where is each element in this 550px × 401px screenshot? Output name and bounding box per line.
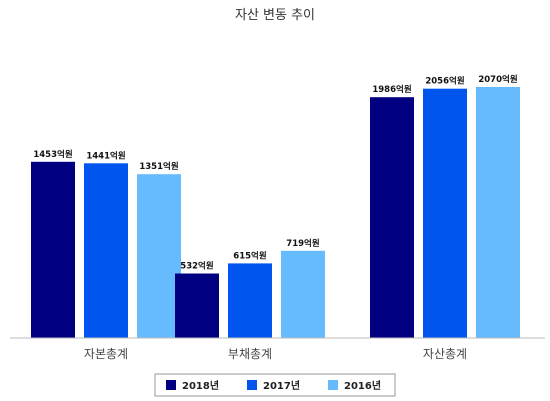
data-label-group: 1453억원 1441억원 1351억원 532억원 615억원 719억원 1986억원 2… [33, 74, 517, 272]
legend-swatch-2 [247, 380, 257, 390]
bar-3-2 [423, 88, 467, 338]
bar-3-1 [370, 97, 414, 338]
data-label-3-2: 2056억원 [425, 76, 464, 87]
legend-swatch-1 [166, 380, 176, 390]
bar-2-1 [175, 273, 219, 338]
bar-1-2 [84, 163, 128, 338]
legend: 2018년 2017년 2016년 [166, 379, 381, 392]
data-label-3-3: 2070억원 [478, 74, 517, 85]
legend-label-3: 2016년 [344, 379, 381, 392]
bar-1-1 [31, 161, 75, 338]
legend-label-2: 2017년 [263, 379, 300, 392]
category-label-3: 자산총계 [423, 347, 467, 361]
legend-label-1: 2018년 [182, 379, 219, 392]
bar-2-2 [228, 263, 272, 338]
category-label-1: 자본총계 [84, 347, 128, 361]
data-label-1-3: 1351억원 [139, 161, 178, 172]
category-label-group: 자본총계 부채총계 자산총계 [84, 347, 467, 361]
bar-group [31, 87, 520, 338]
bar-3-3 [476, 87, 520, 338]
bar-1-3 [137, 174, 181, 338]
category-label-2: 부채총계 [228, 347, 272, 361]
bar-2-3 [281, 250, 325, 338]
data-label-2-1: 532억원 [180, 261, 214, 272]
legend-box [154, 373, 396, 397]
legend-swatch-3 [328, 380, 338, 390]
data-label-2-2: 615억원 [233, 250, 267, 261]
chart-title: 자산 변동 추이 [235, 8, 315, 23]
data-label-2-3: 719억원 [286, 238, 320, 249]
data-label-1-2: 1441억원 [86, 150, 125, 161]
data-label-1-1: 1453억원 [33, 149, 72, 160]
data-label-3-1: 1986억원 [372, 84, 411, 95]
